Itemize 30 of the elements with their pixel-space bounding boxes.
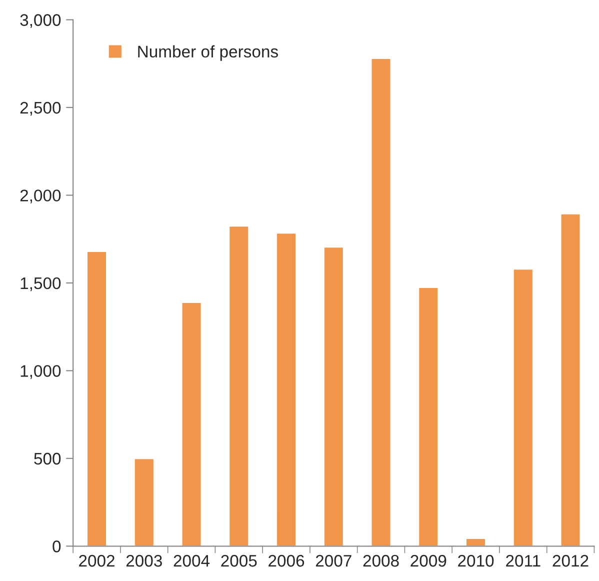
x-tick-label: 2004 (174, 554, 210, 567)
bar (370, 58, 392, 546)
x-tick-label: 2006 (268, 554, 304, 567)
y-tick-label: 500 (34, 452, 61, 465)
bar (560, 212, 582, 546)
x-tick-label: 2009 (410, 554, 446, 567)
x-tick-label: 2008 (363, 554, 399, 567)
x-tick-label: 2011 (506, 554, 540, 567)
y-tick-label: 3,000 (20, 14, 61, 28)
y-tick-label: 2,500 (20, 102, 61, 116)
y-tick-label: 1,500 (20, 277, 61, 292)
bar (86, 250, 108, 546)
x-tick-label: 2003 (126, 554, 162, 567)
bar (418, 286, 440, 546)
x-tick-label: 2007 (316, 554, 352, 567)
bar (276, 232, 297, 546)
bar (180, 302, 202, 546)
legend-label: Number of persons (138, 45, 278, 61)
x-tick-label: 2005 (221, 554, 257, 567)
bar (228, 225, 250, 546)
bar (512, 268, 534, 546)
x-tick-label: 2012 (552, 554, 588, 567)
x-tick-label: 2010 (458, 554, 494, 567)
bar (465, 538, 486, 546)
y-tick-label: 1,000 (20, 365, 61, 379)
bar (323, 246, 344, 546)
bar (133, 458, 155, 546)
y-tick-label: 0 (52, 540, 61, 552)
y-tick-label: 2,000 (20, 190, 61, 204)
x-tick-label: 2002 (79, 554, 114, 567)
